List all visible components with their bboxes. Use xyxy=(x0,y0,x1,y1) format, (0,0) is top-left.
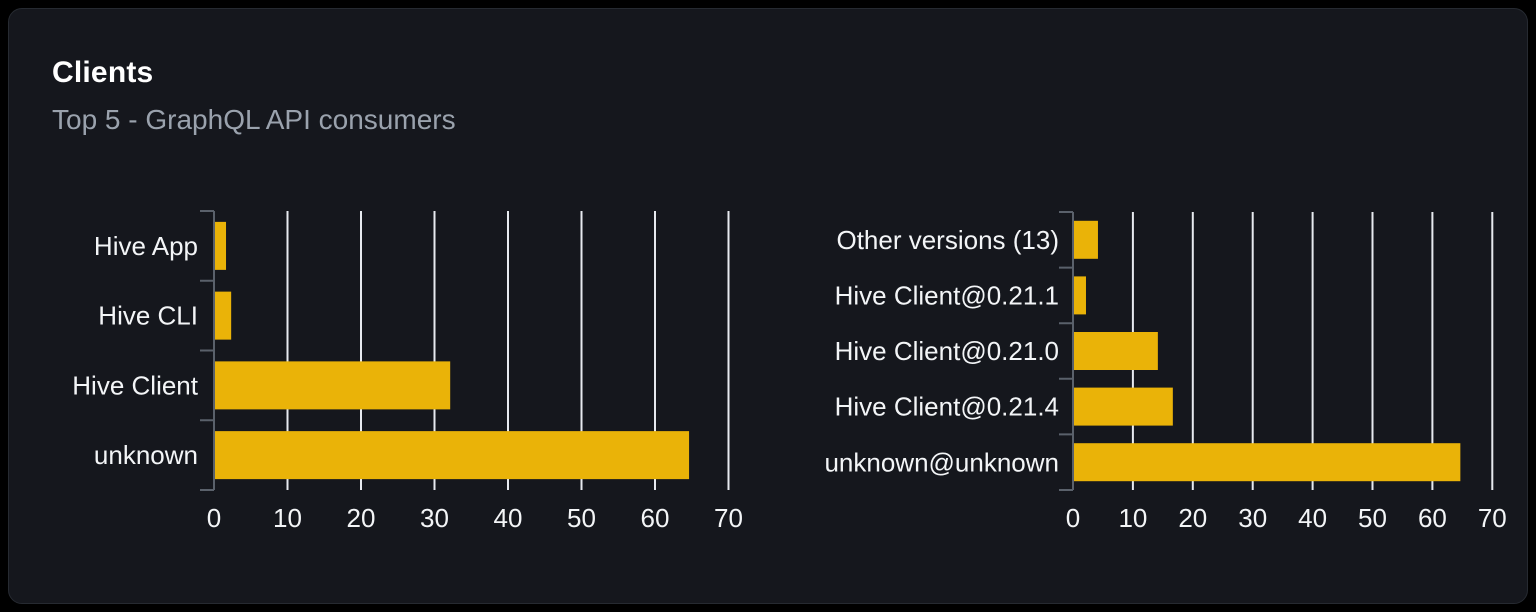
x-tick-label: 20 xyxy=(1178,503,1207,533)
x-tick-label: 70 xyxy=(1478,503,1507,533)
x-tick-label: 40 xyxy=(1298,503,1327,533)
category-label: unknown xyxy=(94,440,198,470)
bar xyxy=(1074,387,1173,426)
x-tick-label: 10 xyxy=(273,503,302,533)
x-tick-label: 70 xyxy=(714,503,743,533)
x-tick-label: 60 xyxy=(1418,503,1447,533)
clients-by-name-chart: Hive App Hive CLI Hive Client unknown 0 10 20 3… xyxy=(72,210,743,533)
x-tick-label: 60 xyxy=(641,503,670,533)
bar xyxy=(215,431,690,480)
y-axis xyxy=(1059,211,1074,491)
y-axis xyxy=(200,210,215,491)
x-tick-label: 40 xyxy=(494,503,523,533)
x-tick-label: 0 xyxy=(207,503,221,533)
category-label: Hive Client@0.21.1 xyxy=(835,281,1059,311)
bar xyxy=(1074,276,1086,315)
bar xyxy=(215,361,451,410)
x-tick-label: 50 xyxy=(567,503,596,533)
bar xyxy=(215,221,227,270)
bar xyxy=(1074,220,1098,259)
clients-by-version-chart: Other versions (13) Hive Client@0.21.1 Hiv… xyxy=(824,211,1507,533)
category-label: Hive Client xyxy=(72,370,198,400)
category-label: unknown@unknown xyxy=(824,447,1059,477)
bar xyxy=(215,291,232,340)
x-tick-label: 50 xyxy=(1358,503,1387,533)
page-title: Clients xyxy=(52,56,154,89)
category-label: Hive Client@0.21.0 xyxy=(835,336,1059,366)
category-label: Hive Client@0.21.4 xyxy=(835,392,1059,422)
category-label: Other versions (13) xyxy=(836,225,1059,255)
bar xyxy=(1074,332,1158,370)
clients-card: Clients Top 5 - GraphQL API consumers xyxy=(8,8,1528,604)
bar xyxy=(1074,443,1461,482)
category-label: Hive CLI xyxy=(98,301,198,331)
x-tick-label: 0 xyxy=(1066,503,1080,533)
x-tick-label: 30 xyxy=(1238,503,1267,533)
x-tick-label: 30 xyxy=(420,503,449,533)
charts-row: Hive App Hive CLI Hive Client unknown 0 10 20 3… xyxy=(0,190,1536,612)
category-label: Hive App xyxy=(94,231,198,261)
page-subtitle: Top 5 - GraphQL API consumers xyxy=(52,104,456,135)
x-tick-label: 20 xyxy=(347,503,376,533)
x-tick-label: 10 xyxy=(1118,503,1147,533)
